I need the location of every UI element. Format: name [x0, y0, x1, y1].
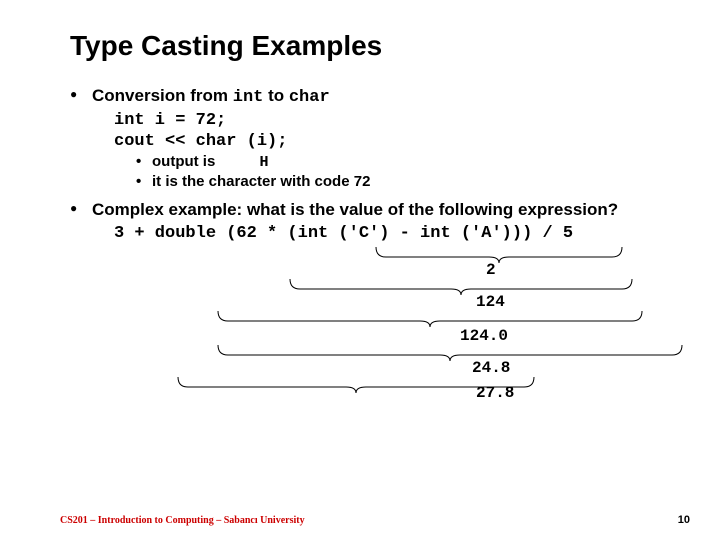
eval-value-0: 2	[486, 261, 496, 279]
eval-value-2: 124.0	[460, 327, 508, 345]
code-line-1: int i = 72;	[114, 111, 680, 130]
eval-brace-1	[290, 279, 632, 295]
sub-output-label: output is	[152, 153, 215, 170]
evaluation-steps: 2 124 124.0 24.8 27.8	[60, 247, 680, 427]
sub-output: output is H	[136, 153, 680, 171]
brace-svg	[60, 247, 720, 427]
text-mid: to	[263, 86, 289, 105]
eval-value-1: 124	[476, 293, 505, 311]
slide-title: Type Casting Examples	[70, 30, 680, 62]
code-line-2: cout << char (i);	[114, 132, 680, 151]
page-number: 10	[678, 514, 690, 526]
footer-text: CS201 – Introduction to Computing – Saba…	[60, 515, 305, 526]
eval-brace-0	[376, 247, 622, 263]
bullet-conversion: Conversion from int to char	[70, 86, 680, 107]
sub-output-value: H	[260, 154, 269, 171]
code-char: char	[289, 88, 330, 107]
eval-value-3: 24.8	[472, 359, 510, 377]
slide-container: Type Casting Examples Conversion from in…	[0, 0, 720, 540]
sub-charcode: it is the character with code 72	[136, 173, 680, 190]
bullet-complex: Complex example: what is the value of th…	[70, 200, 680, 220]
text-prefix: Conversion from	[92, 86, 233, 105]
eval-brace-2	[218, 311, 642, 327]
code-int: int	[233, 88, 264, 107]
eval-brace-3	[218, 345, 682, 361]
eval-value-4: 27.8	[476, 384, 514, 402]
expression: 3 + double (62 * (int ('C') - int ('A'))…	[114, 224, 680, 243]
